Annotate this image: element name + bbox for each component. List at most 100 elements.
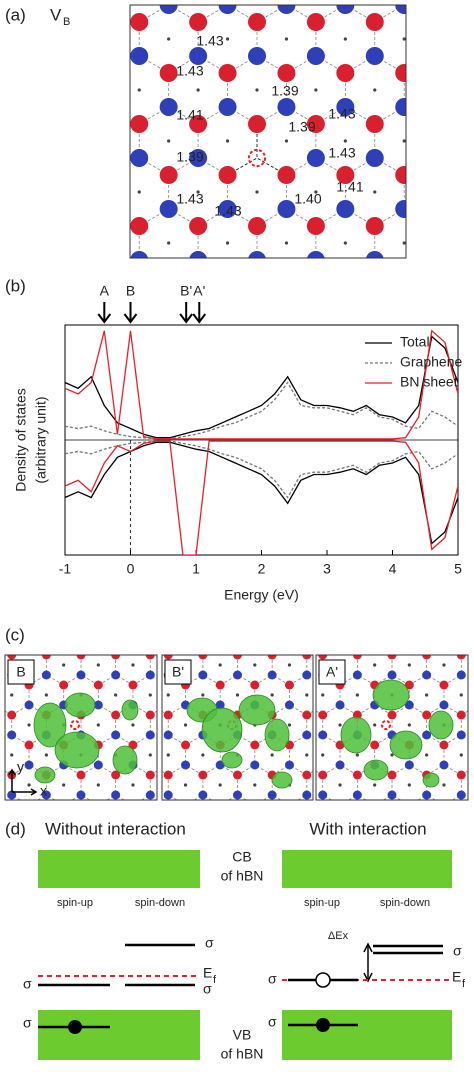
atom [301,621,310,630]
hex-center [149,633,152,636]
atom [365,149,384,167]
atom [250,641,259,650]
vb-band [282,1010,452,1060]
atom [336,268,354,286]
level-diagram: (d) Without interaction With interaction… [5,819,466,1061]
bond [202,655,203,656]
atom [181,621,190,630]
atom [425,251,443,269]
atom [285,641,294,650]
atom [404,760,414,770]
ef-sub: f [213,974,217,986]
bond [341,645,358,655]
hex-center [287,723,292,727]
atom [422,655,432,660]
hex-center [459,693,463,697]
hex-center [201,633,204,636]
hex-center [131,843,134,846]
atom [24,760,34,770]
atom [336,302,354,320]
atom [130,13,149,31]
atom [7,710,17,720]
bond [271,645,288,655]
hex-center [166,723,169,726]
atom [301,801,310,810]
atom [24,700,34,710]
bond [185,645,202,655]
density-lobe [34,766,56,784]
atom [130,251,148,258]
density-lobe [201,707,243,753]
hex-center [402,241,406,245]
atom [181,801,190,810]
atom [41,670,51,680]
hex-center [304,843,307,846]
hex-center [356,813,359,816]
bond [80,260,109,277]
hex-center [148,693,152,697]
bond [151,615,168,625]
hex-center [402,139,406,143]
hex-center [407,663,411,667]
atom [59,641,68,650]
bond [392,655,393,656]
hex-center [442,783,446,787]
atom [302,730,312,740]
bond [110,260,139,277]
bond [220,825,237,835]
atom [128,680,138,690]
atom [337,711,346,720]
hex-center [425,633,428,636]
bond [115,655,117,656]
atom [180,731,189,740]
hex-center [432,88,435,91]
hex-center [218,783,222,787]
hex-center [114,693,118,697]
map-label: B [16,664,25,680]
bond [198,260,227,277]
atom [146,621,155,630]
atom [250,621,259,630]
hex-center [356,633,359,636]
atom [277,64,296,82]
bond [427,615,444,625]
bond [186,615,203,625]
bond [150,615,167,625]
marker-arrow [192,302,207,324]
atom [456,655,466,660]
bond [149,655,151,656]
dos-line [65,381,458,440]
hex-center [323,843,326,846]
label-box [318,659,346,685]
bond [461,655,463,656]
atom [387,655,397,660]
map-label: A' [326,664,338,680]
atom [250,740,260,750]
atom [370,801,379,810]
hex-center [79,813,82,816]
atom [159,98,178,116]
atom [219,268,237,286]
atom [218,98,237,116]
hex-center [390,753,394,757]
atom [180,791,189,800]
bond [404,208,406,211]
panel-title: V [50,5,62,24]
label-box [164,659,192,685]
bond [392,615,409,625]
hex-center [355,753,359,757]
atom [198,670,208,680]
hex-center [167,37,171,41]
atom [267,655,277,660]
atom [336,5,355,14]
hex-center [284,139,289,143]
hex-center [183,753,186,756]
bond [306,655,308,656]
atom [180,771,189,780]
atom [163,655,173,660]
hex-center [402,37,406,41]
hex-center [149,783,152,786]
hex-center [236,813,239,816]
hex-center [62,783,66,787]
